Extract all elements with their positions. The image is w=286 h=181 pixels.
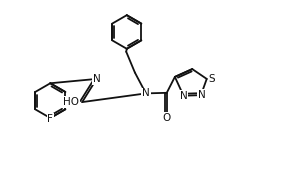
Text: N: N xyxy=(93,74,100,84)
Text: N: N xyxy=(198,90,205,100)
Text: F: F xyxy=(47,114,53,124)
Text: S: S xyxy=(208,74,215,84)
Text: N: N xyxy=(180,91,187,101)
Text: HO: HO xyxy=(63,97,79,107)
Text: O: O xyxy=(163,113,171,123)
Text: N: N xyxy=(142,88,150,98)
